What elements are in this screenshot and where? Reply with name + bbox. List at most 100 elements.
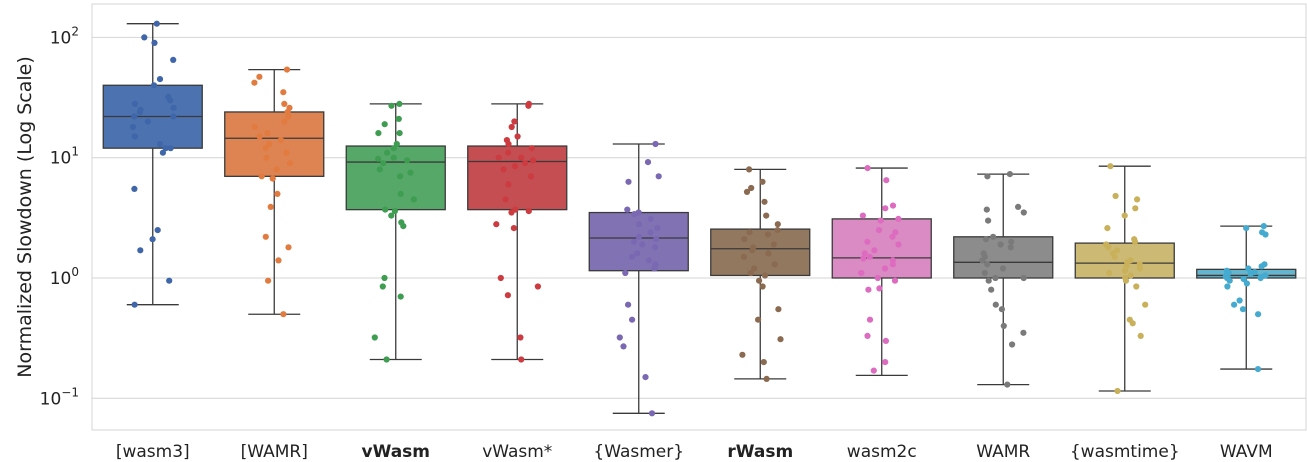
data-point: [162, 145, 169, 152]
data-point: [274, 190, 281, 197]
data-point: [159, 149, 166, 156]
data-point: [774, 221, 781, 228]
data-point: [999, 265, 1007, 272]
data-point: [397, 293, 404, 300]
data-point: [534, 283, 542, 290]
y-tick-label: 102: [50, 24, 79, 48]
data-point: [1111, 253, 1118, 260]
data-point: [1255, 311, 1262, 318]
data-point: [397, 173, 404, 180]
data-point: [616, 334, 623, 341]
data-point: [280, 311, 287, 318]
data-point: [990, 233, 997, 240]
data-point: [522, 160, 529, 167]
data-point: [154, 227, 161, 234]
box: [710, 228, 811, 277]
data-point: [380, 160, 387, 167]
data-point: [517, 334, 524, 341]
data-point: [281, 100, 288, 107]
data-point: [262, 233, 269, 240]
x-tick-label: [WAMR]: [241, 442, 308, 462]
data-point: [763, 375, 770, 382]
data-point: [1129, 320, 1136, 327]
data-point: [985, 277, 992, 284]
data-point: [150, 82, 158, 89]
data-point: [895, 215, 902, 222]
data-point: [1112, 192, 1119, 200]
y-tick-label: 10−1: [40, 385, 79, 409]
data-point: [889, 261, 897, 268]
data-point: [137, 247, 144, 254]
data-point: [985, 217, 992, 224]
data-point: [648, 410, 656, 417]
box: [467, 145, 568, 211]
data-point: [129, 123, 137, 131]
data-point: [647, 229, 654, 236]
data-point: [871, 247, 878, 254]
data-point: [518, 154, 525, 161]
data-point: [1127, 272, 1134, 279]
data-point: [864, 238, 871, 245]
data-point: [653, 236, 660, 243]
data-point: [397, 190, 404, 197]
data-point: [883, 177, 890, 184]
data-point: [1257, 274, 1264, 282]
points-layer: [129, 20, 1269, 417]
data-point: [764, 231, 772, 238]
data-point: [765, 250, 772, 257]
data-point: [1107, 163, 1114, 170]
data-point: [167, 145, 174, 152]
data-point: [277, 137, 284, 144]
plot-frame: [91, 3, 1307, 431]
data-point: [634, 250, 641, 257]
data-point: [528, 145, 535, 152]
data-point: [381, 274, 388, 282]
data-point: [404, 157, 411, 164]
data-point: [861, 250, 868, 257]
data-point: [866, 316, 874, 323]
data-point: [655, 173, 662, 180]
data-point: [876, 285, 883, 292]
data-point: [748, 184, 755, 192]
data-point: [1007, 244, 1014, 251]
data-point: [651, 265, 658, 272]
data-point: [983, 206, 990, 213]
data-point: [375, 155, 382, 162]
data-point: [388, 212, 395, 219]
data-point: [882, 359, 889, 366]
box: [831, 218, 932, 279]
data-point: [375, 130, 382, 137]
data-point: [1132, 205, 1139, 212]
data-point: [628, 253, 636, 260]
data-point: [283, 66, 291, 73]
data-point: [1134, 196, 1141, 203]
data-point: [875, 227, 883, 234]
box: [224, 111, 325, 177]
data-point: [774, 227, 781, 234]
data-point: [629, 316, 636, 323]
data-point: [622, 269, 629, 277]
data-point: [1245, 265, 1252, 272]
data-point: [131, 100, 138, 107]
data-point: [281, 118, 288, 125]
data-point: [383, 356, 390, 363]
y-tick-label: 100: [50, 265, 79, 289]
data-point: [151, 39, 158, 47]
data-point: [263, 154, 270, 161]
data-point: [396, 130, 403, 137]
data-point: [889, 202, 897, 209]
data-point: [865, 286, 872, 293]
data-point: [505, 181, 512, 188]
data-point: [763, 212, 770, 219]
data-point: [285, 113, 292, 120]
data-point: [874, 274, 881, 282]
data-point: [269, 175, 276, 182]
y-axis-title: Normalized Slowdown (Log Scale): [14, 56, 36, 378]
data-point: [497, 274, 504, 282]
data-point: [1239, 306, 1247, 313]
data-point: [877, 217, 884, 224]
data-point: [525, 208, 532, 215]
data-point: [493, 221, 500, 228]
data-point: [283, 149, 290, 156]
